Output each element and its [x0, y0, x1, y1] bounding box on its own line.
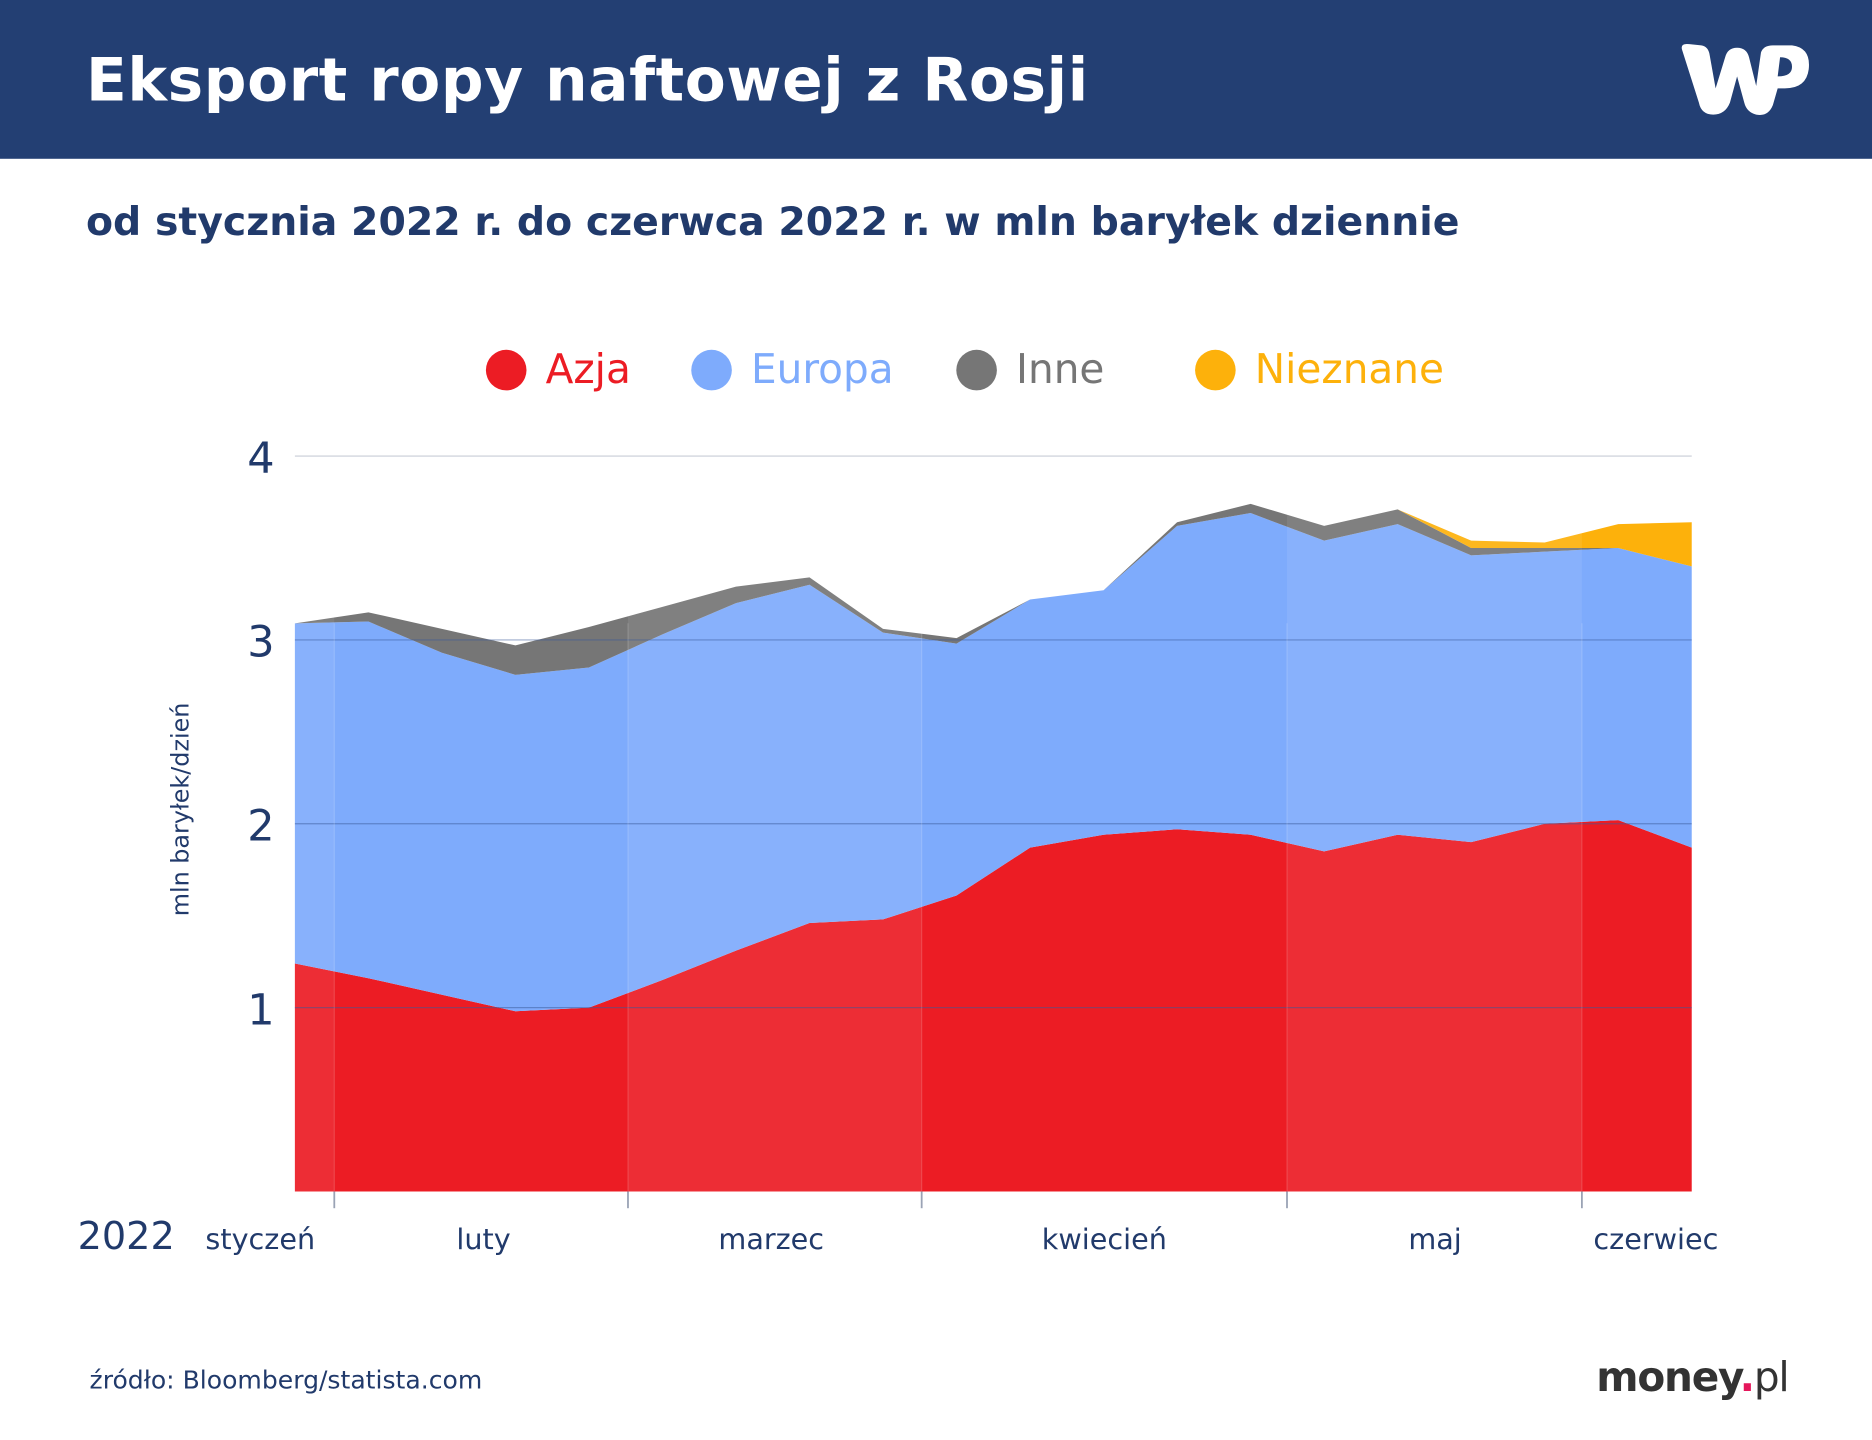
y-tick-label: 1: [247, 985, 274, 1035]
x-month-label: styczeń: [205, 1222, 315, 1256]
x-month-label: kwiecień: [1042, 1222, 1167, 1256]
source-note: źródło: Bloomberg/statista.com: [89, 1365, 483, 1395]
area-azja: [294, 820, 1692, 1192]
area-inne: [294, 503, 1692, 675]
x-month-label: maj: [1408, 1222, 1461, 1256]
area-europa: [294, 513, 1692, 1012]
legend-swatch: [956, 349, 997, 391]
legend-item-europa: Europa: [691, 346, 894, 394]
legend-swatch: [691, 349, 732, 391]
legend-item-nieznane: Nieznane: [1195, 346, 1444, 394]
y-tick-label: 3: [247, 618, 274, 668]
legend-label: Nieznane: [1254, 346, 1444, 394]
legend-swatch: [1195, 349, 1236, 391]
year-label: 2022: [78, 1215, 175, 1259]
wp-logo: [1681, 44, 1809, 116]
legend-label: Azja: [545, 346, 631, 394]
y-tick-label: 2: [247, 801, 274, 851]
x-month-label: marzec: [718, 1222, 824, 1256]
chart-subtitle: od stycznia 2022 r. do czerwca 2022 r. w…: [85, 198, 1460, 245]
page-title: Eksport ropy naftowej z Rosji: [85, 45, 1089, 115]
x-month-label: luty: [456, 1222, 510, 1256]
header-bar: Eksport ropy naftowej z Rosji: [0, 0, 1872, 159]
money-pl-logo: money.pl: [1596, 1353, 1789, 1402]
legend-item-azja: Azja: [485, 346, 631, 394]
legend-label: Europa: [750, 346, 894, 394]
y-tick-label: 4: [247, 434, 274, 484]
y-axis-label: mln baryłek/dzień: [167, 703, 195, 917]
x-month-label: czerwiec: [1593, 1222, 1718, 1256]
legend-item-inne: Inne: [956, 346, 1104, 394]
legend-swatch: [485, 349, 527, 391]
legend-label: Inne: [1015, 346, 1105, 394]
